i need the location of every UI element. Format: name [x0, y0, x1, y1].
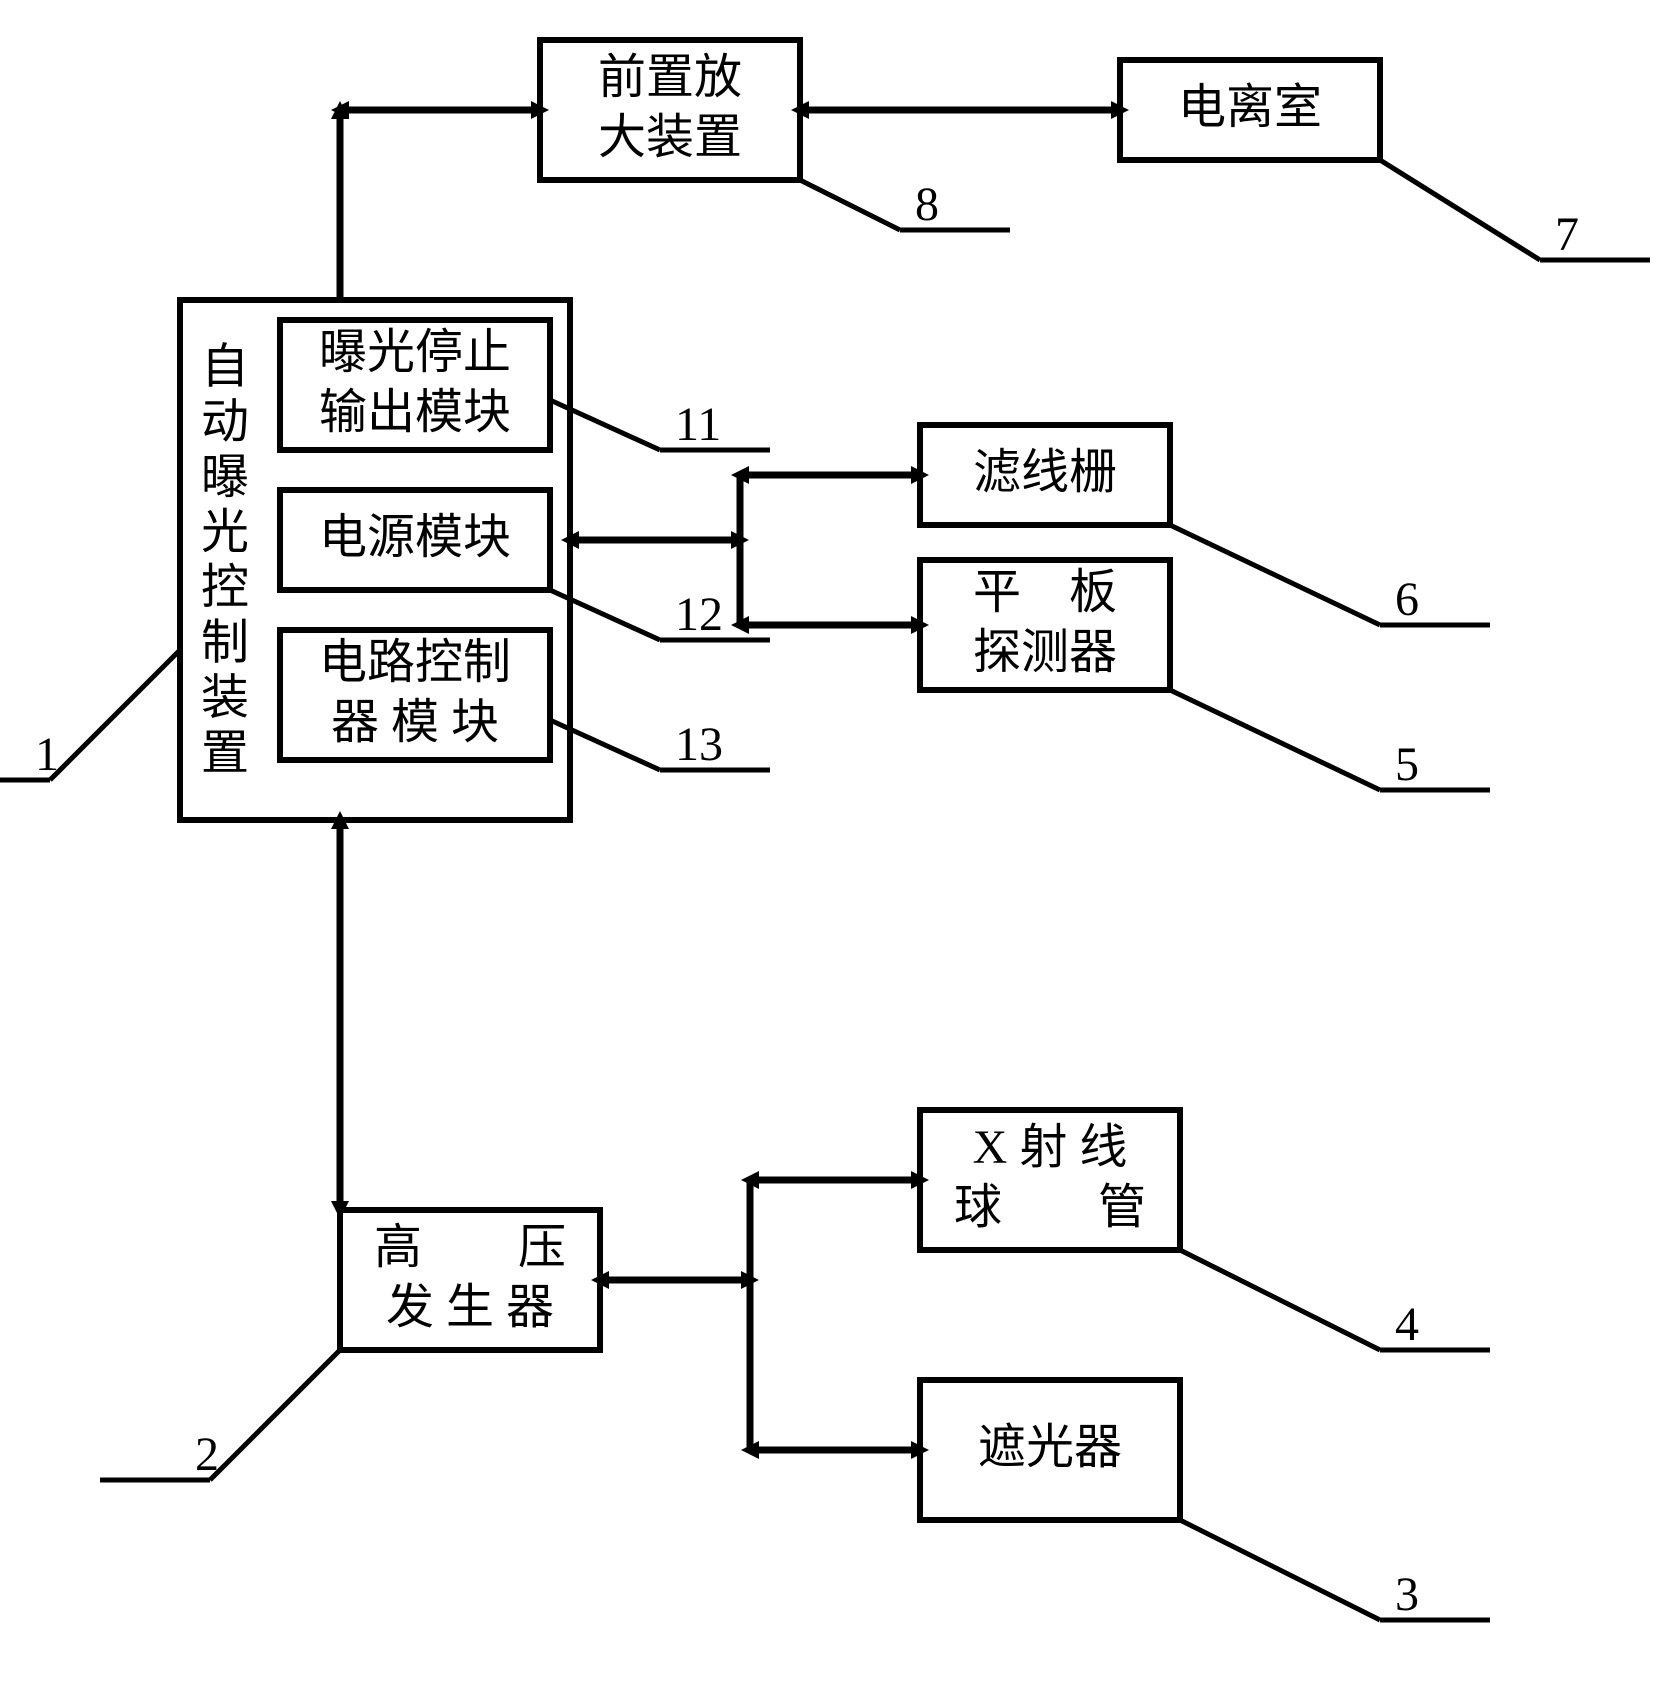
aec-stop-box: 曝光停止输出模块: [280, 320, 550, 450]
shutter-box: 遮光器: [920, 1380, 1180, 1520]
label-6: 6: [1170, 525, 1490, 626]
aec-vertical-label: 动: [201, 396, 249, 449]
panel-box-text: 探测器: [973, 626, 1117, 679]
hv-box-text: 发 生 器: [386, 1281, 554, 1334]
grid-box-text: 滤线栅: [973, 446, 1117, 499]
label-13-num: 13: [675, 718, 723, 771]
aec-vertical-label: 曝: [201, 451, 249, 504]
aec-vertical-label: 置: [201, 727, 249, 780]
label-5: 5: [1170, 690, 1490, 791]
preamp-box: 前置放大装置: [540, 40, 800, 180]
label-1: 1: [0, 650, 180, 781]
preamp-box-text: 前置放: [598, 51, 742, 104]
label-2-num: 2: [195, 1428, 219, 1481]
label-1-num: 1: [35, 728, 59, 781]
aec-stop-box-text: 曝光停止: [319, 326, 511, 379]
hv-box-text: 高 压: [374, 1221, 566, 1274]
aec-vertical-label: 控: [201, 561, 249, 614]
panel-box: 平 板探测器: [920, 560, 1170, 690]
panel-box-text: 平 板: [973, 566, 1117, 619]
ion-box-text: 电离室: [1178, 81, 1322, 134]
label-5-num: 5: [1395, 738, 1419, 791]
xray-box-text: X 射 线: [973, 1121, 1128, 1174]
grid-box: 滤线栅: [920, 425, 1170, 525]
label-11: 11: [550, 398, 770, 451]
aec-circuit-box: 电路控制器 模 块: [280, 630, 550, 760]
label-8: 8: [800, 178, 1010, 231]
preamp-box-text: 大装置: [598, 111, 742, 164]
label-7-num: 7: [1555, 208, 1579, 261]
label-6-num: 6: [1395, 573, 1419, 626]
hv-box: 高 压发 生 器: [340, 1210, 600, 1350]
label-3: 3: [1180, 1520, 1490, 1621]
label-4-num: 4: [1395, 1298, 1419, 1351]
xray-box-text: 球 管: [954, 1181, 1146, 1234]
aec-circuit-box-text: 器 模 块: [331, 696, 499, 749]
aec-vertical-label: 装: [201, 672, 249, 725]
aec-power-box: 电源模块: [280, 490, 550, 590]
label-3-num: 3: [1395, 1568, 1419, 1621]
label-8-num: 8: [915, 178, 939, 231]
aec-stop-box-text: 输出模块: [319, 386, 511, 439]
aec-vertical-label: 光: [201, 506, 249, 559]
ion-box: 电离室: [1120, 60, 1380, 160]
shutter-box-text: 遮光器: [978, 1421, 1122, 1474]
label-12-num: 12: [675, 588, 723, 641]
label-7: 7: [1380, 160, 1650, 261]
label-11-num: 11: [675, 398, 721, 451]
label-4: 4: [1180, 1250, 1490, 1351]
aec-power-box-text: 电源模块: [319, 511, 511, 564]
aec-circuit-box-text: 电路控制: [319, 636, 511, 689]
label-13: 13: [550, 718, 770, 771]
label-2: 2: [100, 1350, 340, 1481]
aec-vertical-label: 自: [201, 340, 249, 393]
aec-vertical-label: 制: [201, 616, 249, 669]
xray-box: X 射 线球 管: [920, 1110, 1180, 1250]
